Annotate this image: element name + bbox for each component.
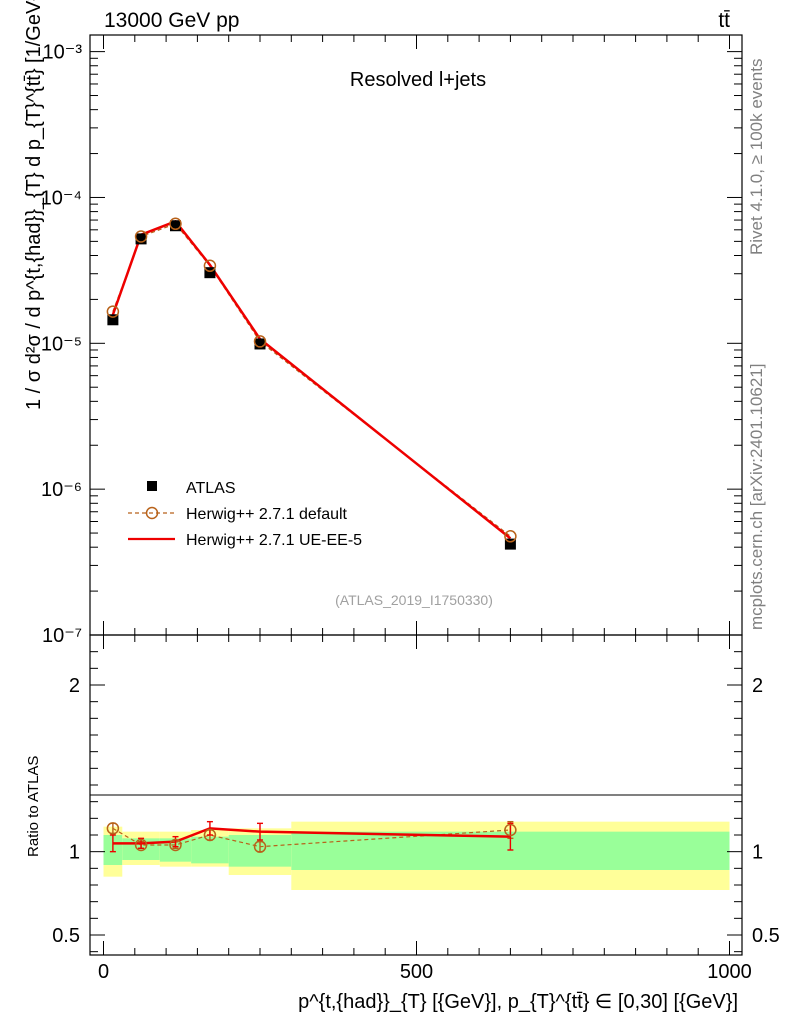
legend-default-label: Herwig++ 2.7.1 default [186, 506, 348, 523]
atlas-point [135, 233, 147, 245]
x-axis-label: p^{t,{had}}_{T} [{GeV}], p_{T}^{tt̄} ∈ [… [298, 991, 738, 1013]
ratio-default-point [134, 838, 148, 852]
default-point [253, 335, 267, 348]
watermark-label: (ATLAS_2019_I1750330) [335, 592, 493, 608]
legend-default-marker [145, 506, 159, 520]
atlas-point [169, 220, 181, 232]
tick-labels: 10⁻⁷ 10⁻⁶ 10⁻⁵ 10⁻⁴ 10⁻³ 0.5 0.5 1 1 2 2 0 500 1000 [41, 42, 780, 983]
ratio-default-point [106, 822, 120, 835]
ratio-y-tick-label-right: 0.5 [752, 925, 780, 947]
ratio-y-tick-label: 1 [69, 842, 80, 864]
ratio-default-point [504, 823, 517, 837]
ratio-ylabel: Ratio to ATLAS [25, 756, 42, 857]
default-point [203, 259, 217, 273]
legend-ue-label: Herwig++ 2.7.1 UE-EE-5 [186, 532, 362, 549]
ratio-default-point [253, 840, 267, 853]
main-ylabel: 1 / σ d²σ / d p^{t,{had}}_{T} d p_{T}^{t… [23, 0, 45, 410]
axes-ticks [90, 35, 742, 955]
x-tick-label: 500 [400, 961, 433, 983]
atlas-point [504, 538, 516, 550]
default-point [169, 217, 182, 231]
default-point [106, 305, 120, 318]
y-tick-label: 10⁻⁷ [42, 625, 82, 647]
ratio-default-line [112, 827, 511, 848]
ratio-y-tick-label-right: 2 [752, 675, 763, 697]
ratio-y-tick-label: 2 [69, 675, 80, 697]
x-tick-label: 0 [98, 961, 109, 983]
ratio-y-tick-label-right: 1 [752, 842, 763, 864]
ratio-y-tick-label: 0.5 [52, 925, 80, 947]
rivet-label: Rivet 4.1.0, ≥ 100k events [747, 59, 766, 255]
ratio-default-point [169, 838, 182, 852]
legend: ATLAS Herwig++ 2.7.1 default Herwig++ 2.… [128, 480, 362, 549]
chart-title: Resolved l+jets [350, 69, 486, 91]
y-tick-label: 10⁻⁴ [41, 187, 82, 209]
y-tick-label: 10⁻⁶ [41, 479, 82, 501]
default-point [504, 530, 517, 543]
default-point [134, 230, 148, 243]
x-tick-label: 1000 [707, 961, 752, 983]
data-series [106, 217, 517, 853]
atlas-point [254, 338, 266, 350]
ue-line [111, 219, 512, 540]
atlas-point [107, 314, 119, 326]
y-tick-label: 10⁻³ [43, 42, 83, 64]
mcplots-label: mcplots.cern.ch [arXiv:2401.10621] [747, 364, 766, 630]
atlas-point [204, 267, 216, 279]
ratio-default-point [203, 828, 217, 842]
process-label: tt̄ [718, 9, 730, 32]
energy-label: 13000 GeV pp [104, 9, 239, 32]
legend-atlas-marker [147, 481, 157, 491]
legend-atlas-label: ATLAS [186, 480, 236, 497]
y-tick-label: 10⁻⁵ [41, 333, 82, 355]
